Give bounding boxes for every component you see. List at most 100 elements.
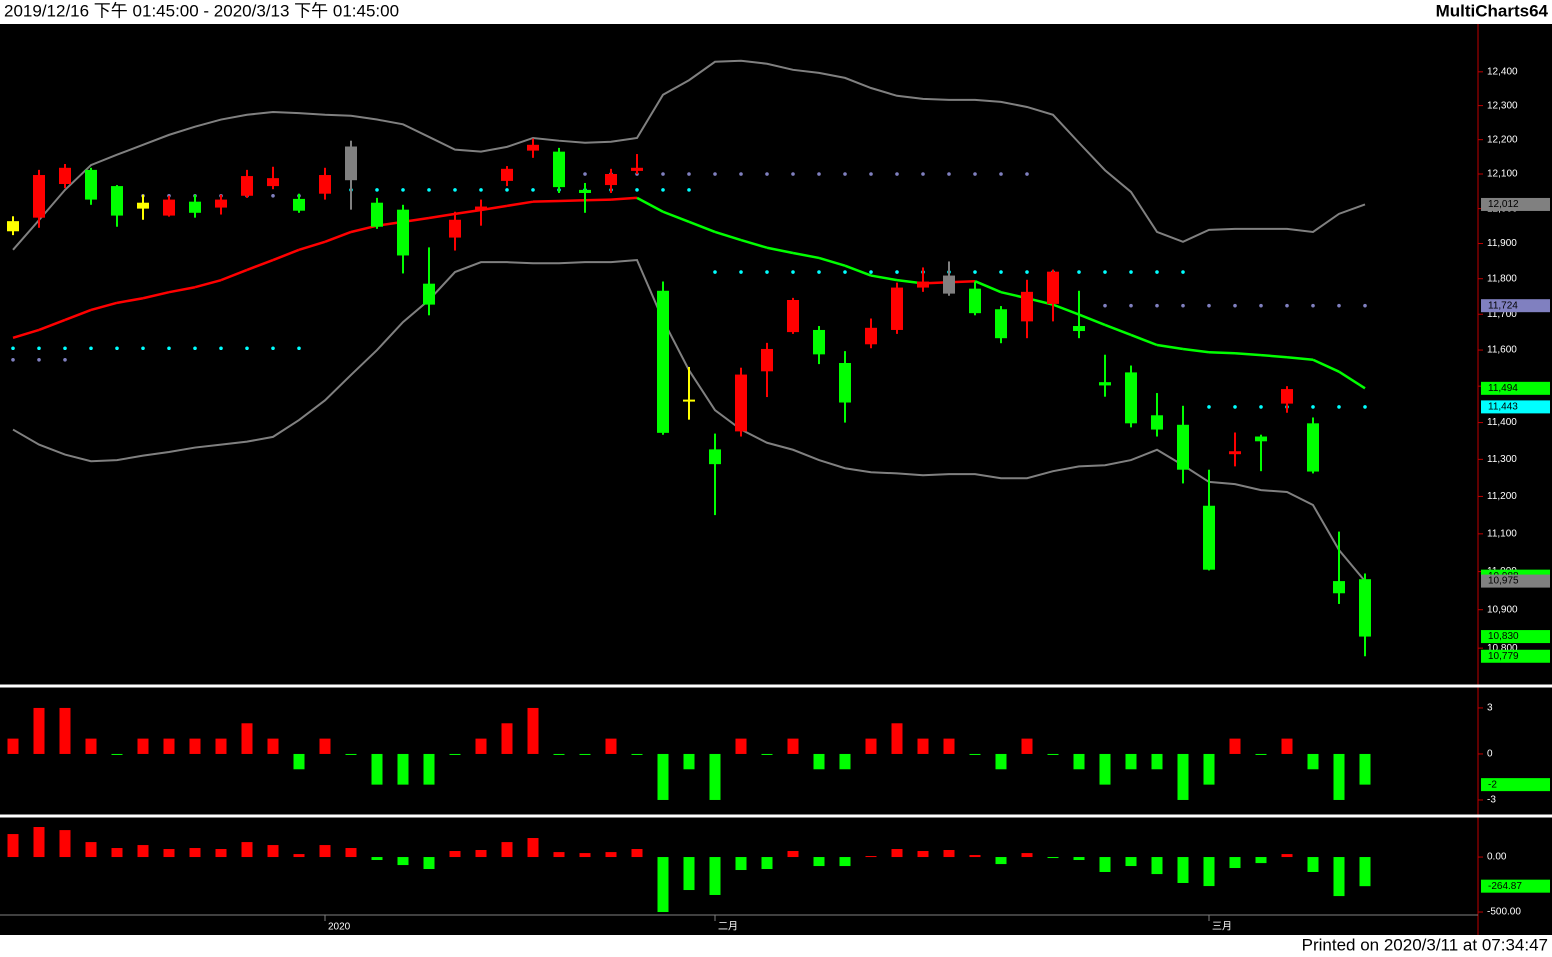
histogram-bar xyxy=(1229,857,1241,869)
level-dot xyxy=(1129,270,1133,274)
histogram-bar xyxy=(1073,857,1085,861)
histogram-bar xyxy=(1229,738,1241,754)
y-tick-label: -500.00 xyxy=(1487,907,1521,918)
histogram-bar xyxy=(709,857,721,895)
candle-body xyxy=(1151,415,1163,430)
candle-body xyxy=(995,309,1007,339)
level-dot xyxy=(193,346,197,351)
candle-body xyxy=(709,449,721,465)
candle-body xyxy=(605,173,617,186)
histogram-bar xyxy=(1281,854,1293,858)
histogram-bar xyxy=(189,738,201,754)
histogram-bar xyxy=(137,738,149,754)
histogram-bar xyxy=(59,707,71,754)
histogram-bar xyxy=(631,753,643,755)
price-marker xyxy=(1481,574,1550,588)
histogram-bar xyxy=(345,848,357,858)
histogram-bar xyxy=(267,845,279,858)
middle-band-segment xyxy=(1286,355,1314,362)
histogram-bar xyxy=(865,856,877,858)
level-dot xyxy=(921,172,925,176)
middle-band-segment xyxy=(1052,303,1080,316)
level-dot xyxy=(375,188,379,192)
level-dot xyxy=(843,270,847,274)
level-dot xyxy=(89,346,93,351)
chart-area xyxy=(0,24,1552,935)
candle-body xyxy=(1021,291,1033,322)
level-dot xyxy=(1285,303,1289,308)
candle-body xyxy=(1333,581,1345,594)
level-dot xyxy=(661,172,665,176)
histogram-bar xyxy=(683,857,695,891)
histogram-bar xyxy=(475,850,487,858)
level-dot xyxy=(479,188,483,192)
histogram-bar xyxy=(1073,753,1085,770)
level-dot xyxy=(1233,405,1237,409)
histogram-bar xyxy=(59,830,71,858)
candle-body xyxy=(345,146,357,181)
histogram-bar xyxy=(423,857,435,870)
histogram-bar xyxy=(579,753,591,755)
middle-band-segment xyxy=(246,258,274,272)
histogram-bar xyxy=(137,845,149,858)
candle-body xyxy=(189,201,201,213)
y-tick-label: 12,300 xyxy=(1487,100,1518,111)
level-dot xyxy=(11,346,15,351)
level-dot xyxy=(1103,270,1107,274)
histogram-bar xyxy=(527,707,539,754)
histogram-bar xyxy=(293,854,305,858)
histogram-bar xyxy=(1047,857,1059,859)
level-dot xyxy=(713,270,717,274)
histogram-bar xyxy=(891,723,903,754)
level-dot xyxy=(453,188,457,192)
histogram-bar xyxy=(293,753,305,770)
histogram-bar xyxy=(761,753,773,755)
price-marker-label: -264.87 xyxy=(1488,881,1522,892)
level-dot xyxy=(973,270,977,274)
histogram-bar xyxy=(579,853,591,858)
header-bar xyxy=(0,0,1552,24)
candle-body xyxy=(527,144,539,151)
candle-body xyxy=(943,275,955,294)
y-tick-label: 11,900 xyxy=(1487,238,1517,249)
middle-band-segment xyxy=(116,296,144,305)
histogram-bar xyxy=(553,753,565,755)
histogram-bar xyxy=(371,753,383,785)
candle-body xyxy=(761,348,773,372)
histogram-bar xyxy=(735,738,747,754)
candle-body xyxy=(449,219,461,238)
level-dot xyxy=(817,270,821,274)
middle-band-segment xyxy=(324,230,352,243)
histogram-bar xyxy=(969,855,981,858)
histogram-bar xyxy=(735,857,747,871)
middle-band-segment xyxy=(298,240,326,252)
level-dot xyxy=(1207,405,1211,409)
y-tick-label: 11,700 xyxy=(1487,309,1517,320)
candle-body xyxy=(1177,424,1189,470)
level-dot xyxy=(1363,405,1367,409)
histogram-bar xyxy=(501,723,513,754)
level-dot xyxy=(583,172,587,176)
histogram-bar xyxy=(995,857,1007,865)
y-tick-label: 12,200 xyxy=(1487,134,1518,145)
candle-body xyxy=(293,198,305,211)
level-dot xyxy=(817,172,821,176)
middle-band-segment xyxy=(532,199,560,203)
candle-body xyxy=(33,175,45,218)
y-tick-label: 12,400 xyxy=(1487,66,1518,77)
middle-band-segment xyxy=(428,212,456,220)
middle-band-segment xyxy=(1260,353,1288,359)
middle-band-segment xyxy=(1130,333,1158,347)
level-dot xyxy=(739,172,743,176)
middle-band-segment xyxy=(610,196,638,201)
level-dot xyxy=(141,346,145,351)
middle-band-segment xyxy=(1078,313,1106,327)
time-label: 三月 xyxy=(1212,921,1232,933)
histogram-bar xyxy=(1125,857,1137,867)
histogram-bar xyxy=(605,738,617,754)
level-dot xyxy=(271,193,275,198)
histogram-bar xyxy=(345,753,357,755)
histogram-bar xyxy=(1359,753,1371,785)
price-marker xyxy=(1481,197,1550,211)
middle-band-segment xyxy=(12,328,40,340)
